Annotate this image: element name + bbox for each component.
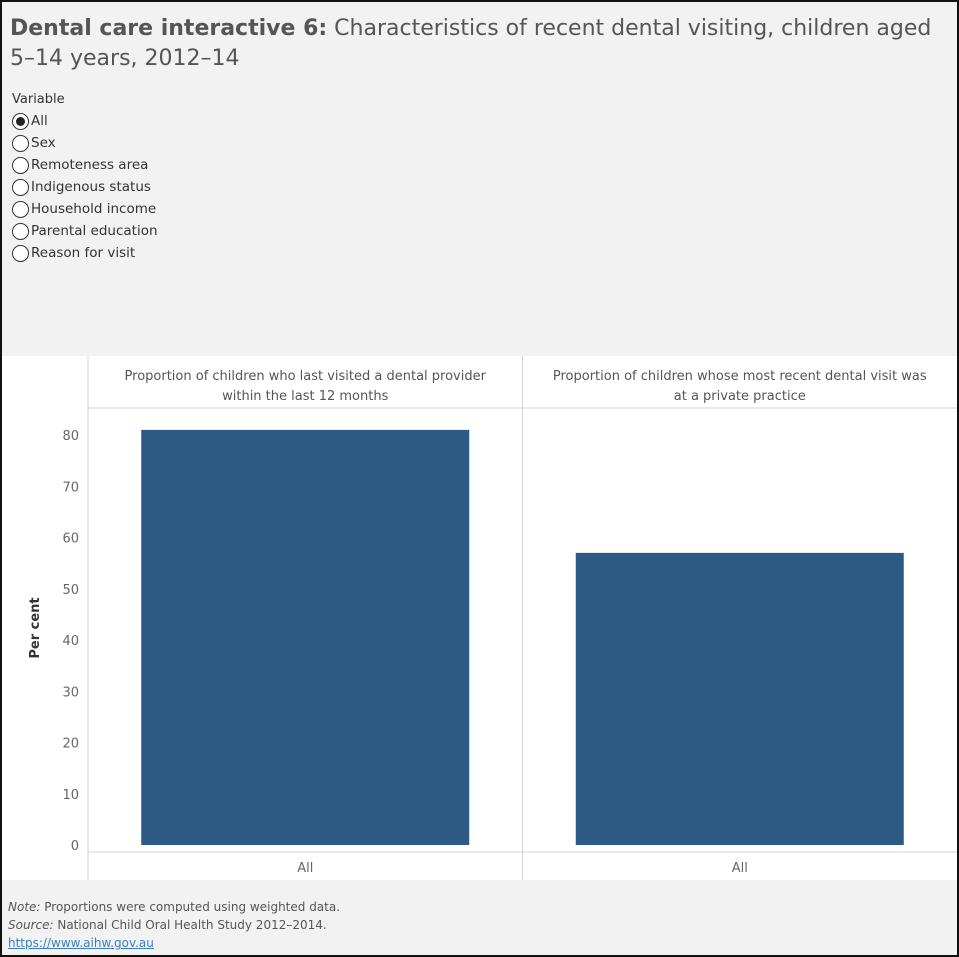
radio-selected-dot bbox=[16, 117, 25, 126]
y-tick-label: 20 bbox=[62, 737, 79, 752]
note-text: Proportions were computed using weighted… bbox=[40, 900, 340, 914]
source-line: Source: National Child Oral Health Study… bbox=[8, 916, 340, 934]
y-tick-label: 60 bbox=[62, 532, 79, 547]
bar-private-practice bbox=[576, 553, 904, 845]
x-category-label: All bbox=[297, 861, 313, 876]
radio-option-label: Indigenous status bbox=[31, 179, 151, 195]
variable-filter-radio-group: All Sex Remoteness area Indigenous status Ho… bbox=[12, 110, 158, 264]
radio-button[interactable] bbox=[12, 157, 29, 174]
note-line: Note: Proportions were computed using we… bbox=[8, 898, 340, 916]
radio-option-label: Remoteness area bbox=[31, 157, 148, 173]
radio-option-remoteness-area[interactable]: Remoteness area bbox=[12, 154, 158, 176]
source-text: National Child Oral Health Study 2012–20… bbox=[54, 918, 327, 932]
radio-option-household-income[interactable]: Household income bbox=[12, 198, 158, 220]
panel-header-line: Proportion of children whose most recent… bbox=[553, 369, 927, 384]
radio-button[interactable] bbox=[12, 201, 29, 218]
x-category-label: All bbox=[732, 861, 748, 876]
radio-button[interactable] bbox=[12, 113, 29, 130]
variable-filter-label: Variable bbox=[12, 92, 65, 107]
title-bold: Dental care interactive 6: bbox=[10, 16, 327, 41]
radio-option-all[interactable]: All bbox=[12, 110, 158, 132]
chart-area: Per cent 0 10 20 30 40 50 60 70 80 Proportion of c… bbox=[2, 356, 957, 880]
bar-chart: Per cent 0 10 20 30 40 50 60 70 80 Proportion of c… bbox=[2, 356, 957, 880]
page-title: Dental care interactive 6: Characteristi… bbox=[10, 14, 950, 74]
y-tick-label: 80 bbox=[62, 429, 79, 444]
y-tick-label: 40 bbox=[62, 634, 79, 649]
y-tick-label: 0 bbox=[71, 839, 79, 854]
radio-option-indigenous-status[interactable]: Indigenous status bbox=[12, 176, 158, 198]
radio-button[interactable] bbox=[12, 179, 29, 196]
note-label: Note: bbox=[8, 900, 40, 914]
y-axis-label: Per cent bbox=[28, 597, 43, 658]
radio-option-sex[interactable]: Sex bbox=[12, 132, 158, 154]
panel-header-line: within the last 12 months bbox=[222, 389, 388, 404]
source-label: Source: bbox=[8, 918, 54, 932]
radio-option-label: Household income bbox=[31, 201, 156, 217]
radio-option-reason-for-visit[interactable]: Reason for visit bbox=[12, 242, 158, 264]
radio-option-label: Parental education bbox=[31, 223, 158, 239]
panel-header-line: Proportion of children who last visited … bbox=[125, 369, 487, 384]
radio-button[interactable] bbox=[12, 135, 29, 152]
radio-option-label: Reason for visit bbox=[31, 245, 135, 261]
radio-option-parental-education[interactable]: Parental education bbox=[12, 220, 158, 242]
radio-button[interactable] bbox=[12, 245, 29, 262]
y-tick-label: 10 bbox=[62, 788, 79, 803]
y-tick-label: 70 bbox=[62, 480, 79, 495]
radio-option-label: All bbox=[31, 113, 48, 129]
y-tick-label: 50 bbox=[62, 583, 79, 598]
aihw-link[interactable]: https://www.aihw.gov.au bbox=[8, 936, 154, 950]
radio-button[interactable] bbox=[12, 223, 29, 240]
notes: Note: Proportions were computed using we… bbox=[8, 898, 340, 952]
bar-visited-last-12-months bbox=[141, 430, 469, 845]
y-tick-label: 30 bbox=[62, 685, 79, 700]
radio-option-label: Sex bbox=[31, 135, 56, 151]
panel-header-line: at a private practice bbox=[674, 389, 806, 404]
